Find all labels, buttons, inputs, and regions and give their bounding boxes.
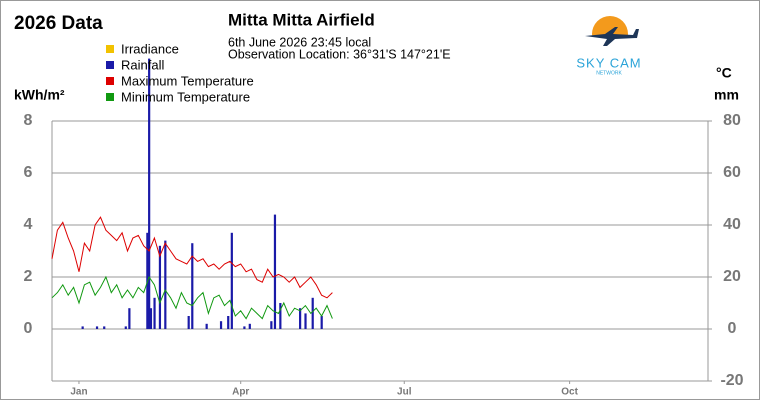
legend-label: Rainfall xyxy=(121,57,164,72)
rain-bar xyxy=(191,243,194,329)
series-line xyxy=(51,275,333,320)
y2-tick-label: 80 xyxy=(723,112,741,129)
y-tick-label: 2 xyxy=(24,268,33,285)
x-tick-label: Jan xyxy=(70,387,87,398)
y2-tick-label: 20 xyxy=(723,268,741,285)
y-tick-label: 0 xyxy=(24,320,33,337)
rain-bar xyxy=(311,297,314,329)
rain-bar xyxy=(149,308,153,329)
legend-swatch xyxy=(106,61,114,69)
y2-tick-label: 0 xyxy=(728,320,737,337)
logo: SKY CAM NETWORK xyxy=(576,16,641,76)
legend-swatch xyxy=(106,93,114,101)
rain-bar xyxy=(205,323,208,329)
y-tick-label: 6 xyxy=(24,164,33,181)
legend-label: Maximum Temperature xyxy=(121,73,254,88)
y2-tick-label: 40 xyxy=(723,216,741,233)
series-line xyxy=(51,216,333,299)
rain-bar xyxy=(243,326,246,329)
rain-bar xyxy=(124,326,127,329)
rain-bar xyxy=(103,326,106,329)
chart-title: 2026 Data xyxy=(14,13,103,34)
rain-bar xyxy=(248,323,251,329)
subtitle: 6th June 2026 23:45 local xyxy=(228,35,371,49)
logo-mask xyxy=(588,36,632,52)
rain-bar xyxy=(320,316,323,329)
legend-swatch xyxy=(106,77,114,85)
y2-tick-label: 60 xyxy=(723,164,741,181)
x-tick-label: Jul xyxy=(397,387,412,398)
legend-label: Minimum Temperature xyxy=(121,89,250,104)
x-tick-label: Apr xyxy=(232,387,249,398)
logo-subtext: NETWORK xyxy=(596,70,622,76)
rain-bar xyxy=(219,321,223,329)
rain-bar xyxy=(81,326,84,329)
y2-axis-label: mm xyxy=(714,87,739,103)
y2-axis-label: °C xyxy=(716,65,732,81)
y2-tick-label: -20 xyxy=(720,372,743,389)
rain-bar xyxy=(164,240,167,329)
rain-bar xyxy=(304,313,307,329)
rain-bar xyxy=(273,214,277,329)
rain-bar xyxy=(299,308,302,329)
rain-bar xyxy=(128,308,131,329)
legend-label: Irradiance xyxy=(121,41,179,56)
legend-swatch xyxy=(106,45,114,53)
y-tick-label: 8 xyxy=(24,112,33,129)
rain-bar xyxy=(158,245,162,329)
rain-bar xyxy=(270,321,273,329)
rain-bar xyxy=(148,58,151,329)
rain-bar xyxy=(187,316,190,329)
y-axis-label: kWh/m² xyxy=(14,87,65,103)
rain-bar xyxy=(230,232,233,329)
rain-bar xyxy=(153,297,156,329)
logo-text: SKY CAM xyxy=(576,55,641,70)
station-name: Mitta Mitta Airfield xyxy=(228,10,375,29)
x-tick-label: Oct xyxy=(561,387,578,398)
logo-plane xyxy=(585,27,639,46)
y-tick-label: 4 xyxy=(24,216,33,233)
rain-bar xyxy=(95,326,99,329)
rain-bar xyxy=(227,316,230,329)
rain-bar xyxy=(279,303,282,329)
location: Observation Location: 36°31'S 147°21'E xyxy=(228,47,451,61)
